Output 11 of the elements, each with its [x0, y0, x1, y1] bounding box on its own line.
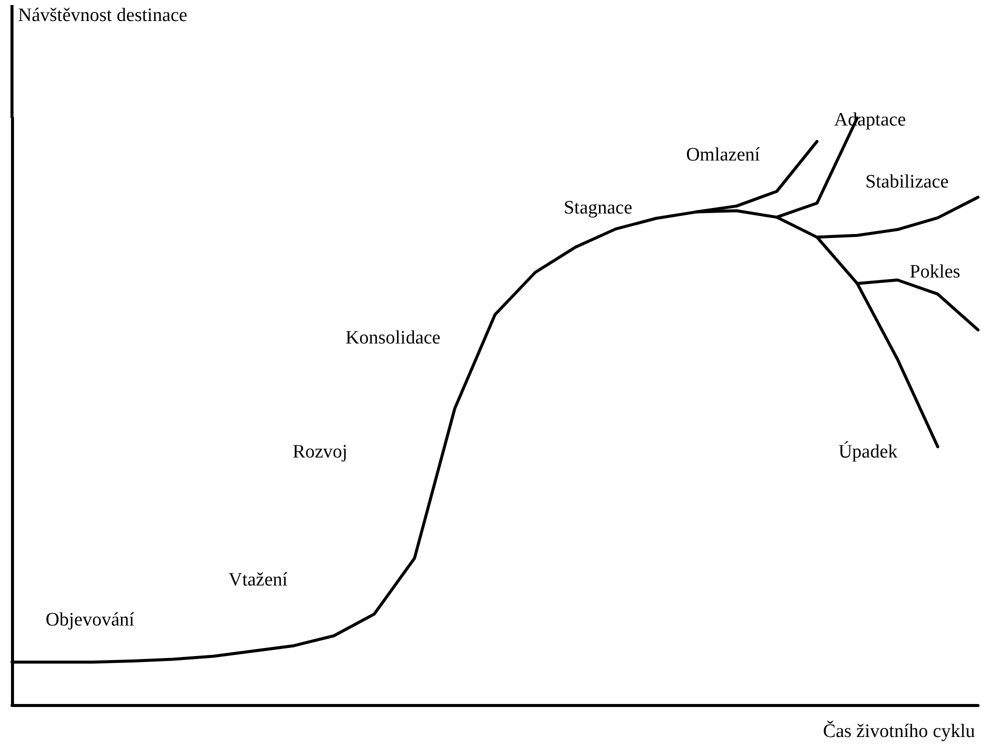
annotation: Pokles — [910, 262, 960, 282]
y-axis-title: Návštěvnost destinace — [18, 5, 188, 26]
annotation: Stabilizace — [865, 172, 949, 192]
annotation: Vtažení — [228, 570, 288, 590]
annotation: Stagnace — [564, 198, 632, 218]
x-axis-title: Čas životního cyklu — [823, 720, 976, 742]
annotation: Omlazení — [686, 144, 761, 166]
annotation: Rozvoj — [292, 442, 348, 462]
annotation: Úpadek — [838, 440, 898, 462]
annotation: Objevování — [46, 610, 136, 630]
annotation: Konsolidace — [346, 328, 440, 348]
